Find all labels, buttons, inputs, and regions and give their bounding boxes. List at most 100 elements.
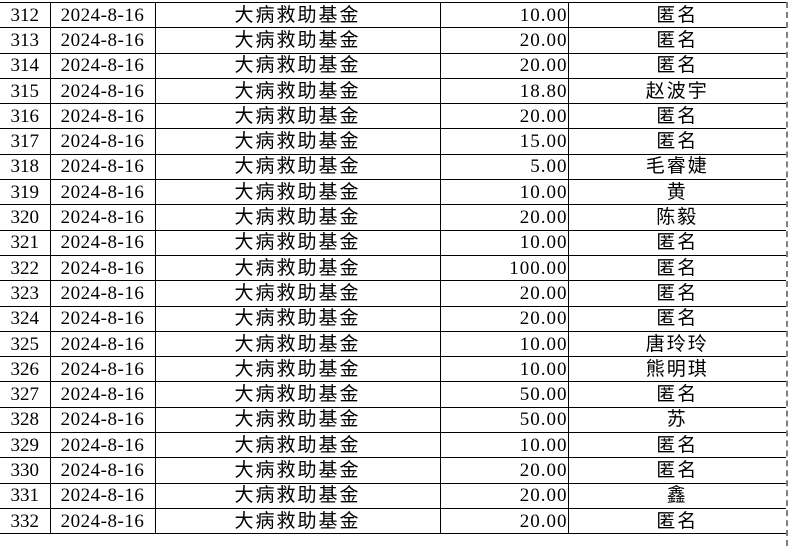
fund-name-cell[interactable]: 大病救助基金	[155, 52, 441, 79]
date-cell[interactable]: 2024-8-16	[50, 330, 156, 357]
date-cell[interactable]: 2024-8-16	[50, 254, 156, 281]
donor-cell[interactable]: 匿名	[568, 52, 786, 79]
donor-cell[interactable]: 唐玲玲	[568, 330, 786, 357]
donor-cell[interactable]: 匿名	[568, 103, 786, 129]
fund-name-cell[interactable]: 大病救助基金	[155, 482, 441, 509]
date-cell[interactable]: 2024-8-16	[50, 27, 156, 54]
row-index-cell[interactable]: 322	[0, 254, 51, 281]
donor-cell[interactable]: 匿名	[568, 305, 786, 332]
row-index-cell[interactable]: 316	[0, 103, 51, 129]
date-cell[interactable]: 2024-8-16	[50, 1, 156, 28]
amount-cell[interactable]: 20.00	[440, 27, 569, 54]
amount-cell[interactable]: 10.00	[440, 1, 569, 28]
row-index-cell[interactable]: 321	[0, 229, 51, 256]
date-cell[interactable]: 2024-8-16	[50, 280, 156, 307]
row-index-cell[interactable]: 313	[0, 27, 51, 54]
date-cell[interactable]: 2024-8-16	[50, 507, 156, 535]
donor-cell[interactable]: 匿名	[568, 229, 786, 256]
row-index-cell[interactable]: 323	[0, 280, 51, 307]
row-index-cell[interactable]: 319	[0, 179, 51, 205]
row-index-cell[interactable]: 326	[0, 356, 51, 382]
amount-cell[interactable]: 10.00	[440, 330, 569, 357]
row-index-cell[interactable]: 332	[0, 507, 51, 535]
amount-cell[interactable]: 20.00	[440, 52, 569, 79]
donor-cell[interactable]: 匿名	[568, 381, 786, 408]
row-index-cell[interactable]: 328	[0, 406, 51, 433]
amount-cell[interactable]: 20.00	[440, 507, 569, 535]
amount-cell[interactable]: 20.00	[440, 280, 569, 307]
amount-cell[interactable]: 10.00	[440, 432, 569, 458]
fund-name-cell[interactable]: 大病救助基金	[155, 128, 441, 155]
donor-cell[interactable]: 黄	[568, 179, 786, 205]
date-cell[interactable]: 2024-8-16	[50, 356, 156, 382]
donor-cell[interactable]: 苏	[568, 406, 786, 433]
fund-name-cell[interactable]: 大病救助基金	[155, 381, 441, 408]
date-cell[interactable]: 2024-8-16	[50, 204, 156, 231]
amount-cell[interactable]: 10.00	[440, 229, 569, 256]
donor-cell[interactable]: 匿名	[568, 457, 786, 484]
date-cell[interactable]: 2024-8-16	[50, 179, 156, 205]
fund-name-cell[interactable]: 大病救助基金	[155, 432, 441, 458]
amount-cell[interactable]: 20.00	[440, 305, 569, 332]
amount-cell[interactable]: 20.00	[440, 457, 569, 484]
date-cell[interactable]: 2024-8-16	[50, 153, 156, 180]
fund-name-cell[interactable]: 大病救助基金	[155, 305, 441, 332]
date-cell[interactable]: 2024-8-16	[50, 128, 156, 155]
row-index-cell[interactable]: 320	[0, 204, 51, 231]
row-index-cell[interactable]: 317	[0, 128, 51, 155]
fund-name-cell[interactable]: 大病救助基金	[155, 280, 441, 307]
fund-name-cell[interactable]: 大病救助基金	[155, 204, 441, 231]
fund-name-cell[interactable]: 大病救助基金	[155, 457, 441, 484]
row-index-cell[interactable]: 329	[0, 432, 51, 458]
fund-name-cell[interactable]: 大病救助基金	[155, 507, 441, 535]
fund-name-cell[interactable]: 大病救助基金	[155, 254, 441, 281]
amount-cell[interactable]: 5.00	[440, 153, 569, 180]
donor-cell[interactable]: 赵波宇	[568, 77, 786, 104]
date-cell[interactable]: 2024-8-16	[50, 229, 156, 256]
date-cell[interactable]: 2024-8-16	[50, 432, 156, 458]
row-index-cell[interactable]: 327	[0, 381, 51, 408]
amount-cell[interactable]: 10.00	[440, 179, 569, 205]
donor-cell[interactable]: 匿名	[568, 432, 786, 458]
donor-cell[interactable]: 匿名	[568, 128, 786, 155]
date-cell[interactable]: 2024-8-16	[50, 77, 156, 104]
donor-cell[interactable]: 匿名	[568, 507, 786, 535]
row-index-cell[interactable]: 314	[0, 52, 51, 79]
date-cell[interactable]: 2024-8-16	[50, 406, 156, 433]
row-index-cell[interactable]: 318	[0, 153, 51, 180]
date-cell[interactable]: 2024-8-16	[50, 52, 156, 79]
donor-cell[interactable]: 匿名	[568, 1, 786, 28]
amount-cell[interactable]: 18.80	[440, 77, 569, 104]
fund-name-cell[interactable]: 大病救助基金	[155, 229, 441, 256]
fund-name-cell[interactable]: 大病救助基金	[155, 356, 441, 382]
donor-cell[interactable]: 匿名	[568, 27, 786, 54]
fund-name-cell[interactable]: 大病救助基金	[155, 1, 441, 28]
row-index-cell[interactable]: 324	[0, 305, 51, 332]
amount-cell[interactable]: 100.00	[440, 254, 569, 281]
fund-name-cell[interactable]: 大病救助基金	[155, 179, 441, 205]
fund-name-cell[interactable]: 大病救助基金	[155, 77, 441, 104]
amount-cell[interactable]: 20.00	[440, 103, 569, 129]
date-cell[interactable]: 2024-8-16	[50, 305, 156, 332]
fund-name-cell[interactable]: 大病救助基金	[155, 27, 441, 54]
amount-cell[interactable]: 20.00	[440, 482, 569, 509]
row-index-cell[interactable]: 325	[0, 330, 51, 357]
row-index-cell[interactable]: 330	[0, 457, 51, 484]
amount-cell[interactable]: 20.00	[440, 204, 569, 231]
date-cell[interactable]: 2024-8-16	[50, 482, 156, 509]
donor-cell[interactable]: 熊明琪	[568, 356, 786, 382]
fund-name-cell[interactable]: 大病救助基金	[155, 153, 441, 180]
amount-cell[interactable]: 50.00	[440, 381, 569, 408]
date-cell[interactable]: 2024-8-16	[50, 457, 156, 484]
donor-cell[interactable]: 鑫	[568, 482, 786, 509]
amount-cell[interactable]: 15.00	[440, 128, 569, 155]
donor-cell[interactable]: 毛睿婕	[568, 153, 786, 180]
amount-cell[interactable]: 10.00	[440, 356, 569, 382]
date-cell[interactable]: 2024-8-16	[50, 381, 156, 408]
row-index-cell[interactable]: 331	[0, 482, 51, 509]
fund-name-cell[interactable]: 大病救助基金	[155, 103, 441, 129]
amount-cell[interactable]: 50.00	[440, 406, 569, 433]
row-index-cell[interactable]: 315	[0, 77, 51, 104]
fund-name-cell[interactable]: 大病救助基金	[155, 406, 441, 433]
donor-cell[interactable]: 匿名	[568, 280, 786, 307]
